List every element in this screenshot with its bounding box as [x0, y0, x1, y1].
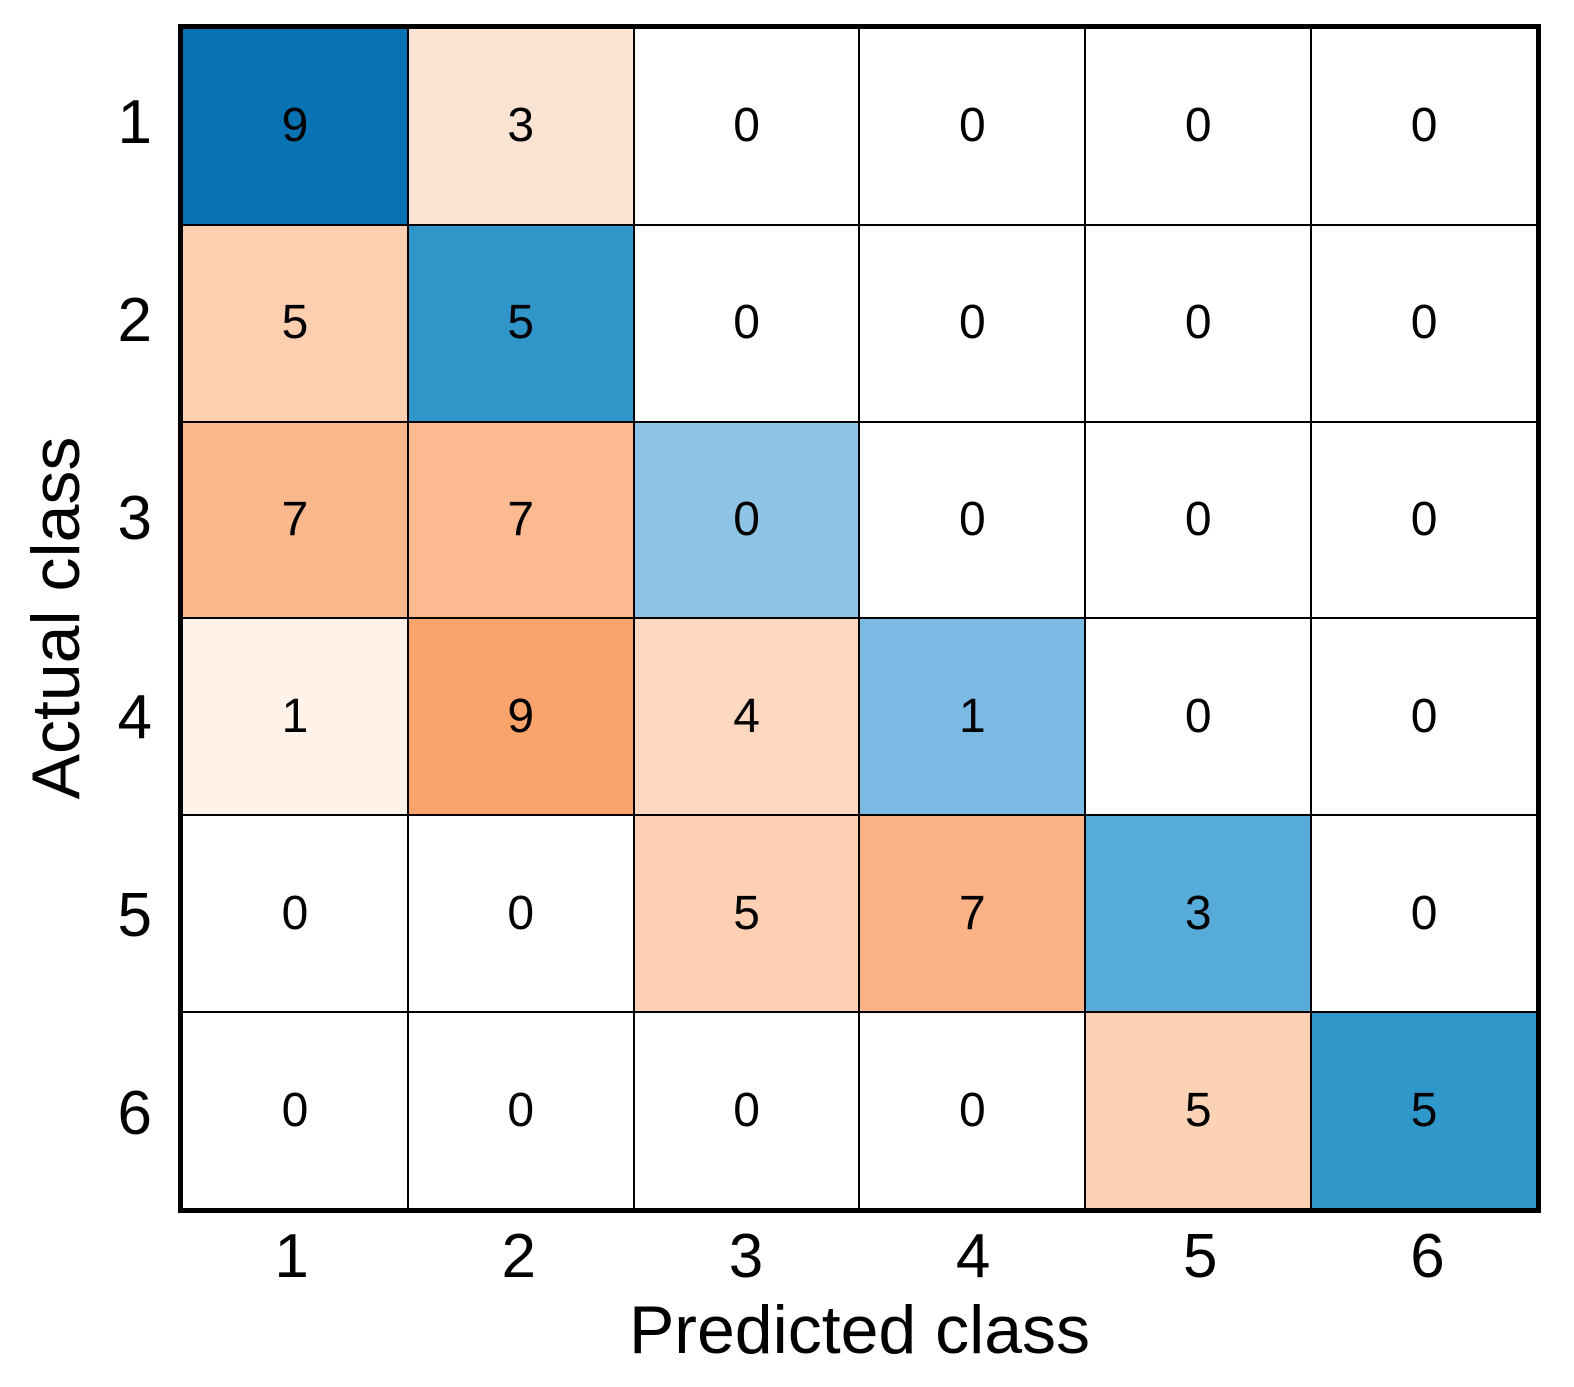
y-tick-label: 1 [117, 88, 152, 158]
matrix-cell: 0 [408, 1013, 633, 1208]
matrix-cell: 5 [1312, 1013, 1536, 1208]
matrix-cell: 0 [634, 422, 859, 618]
matrix-cell: 5 [634, 816, 859, 1012]
matrix-cell: 0 [1312, 619, 1536, 815]
matrix-cell: 3 [1086, 816, 1311, 1012]
y-tick-label: 6 [117, 1078, 152, 1148]
y-tick-label: 3 [117, 484, 152, 554]
matrix-cell: 0 [860, 422, 1085, 618]
matrix-cell: 7 [860, 816, 1085, 1012]
matrix-cell: 0 [1086, 225, 1311, 421]
matrix-cell: 9 [408, 619, 633, 815]
matrix-cell: 0 [860, 29, 1085, 224]
matrix-cell: 1 [183, 619, 407, 815]
matrix-cell: 9 [183, 29, 407, 224]
x-tick-label: 5 [1183, 1222, 1218, 1291]
matrix-cell: 0 [1312, 422, 1536, 618]
matrix-cell: 7 [408, 422, 633, 618]
y-axis-tick-labels: 1 2 3 4 5 6 [0, 24, 152, 1213]
matrix-cell: 0 [183, 1013, 407, 1208]
matrix-cell: 0 [1312, 816, 1536, 1012]
matrix-cell: 0 [860, 225, 1085, 421]
matrix-cell: 5 [1086, 1013, 1311, 1208]
y-tick-label: 5 [117, 880, 152, 950]
x-axis-title: Predicted class [628, 1292, 1091, 1368]
matrix-cell: 7 [183, 422, 407, 618]
matrix-cell: 5 [408, 225, 633, 421]
matrix-cell: 0 [634, 29, 859, 224]
matrix-cell: 4 [634, 619, 859, 815]
matrix-cell: 0 [1086, 422, 1311, 618]
matrix-cell: 1 [860, 619, 1085, 815]
x-tick-label: 4 [955, 1222, 991, 1291]
matrix-cell: 0 [1312, 225, 1536, 421]
x-tick-label: 2 [501, 1222, 536, 1291]
matrix-cell: 0 [634, 1013, 859, 1208]
matrix-cell: 0 [408, 816, 633, 1012]
matrix-cell: 3 [408, 29, 633, 224]
x-tick-label: 3 [728, 1222, 764, 1291]
matrix-cell: 0 [183, 816, 407, 1012]
x-tick-label: 1 [274, 1222, 309, 1291]
matrix-cell: 5 [183, 225, 407, 421]
x-tick-label: 6 [1410, 1222, 1445, 1291]
matrix-cell: 0 [1312, 29, 1536, 224]
y-tick-label: 2 [117, 286, 152, 356]
y-tick-label: 4 [117, 682, 152, 752]
matrix-cell: 0 [1086, 619, 1311, 815]
matrix-cell: 0 [1086, 29, 1311, 224]
matrix-cell: 0 [860, 1013, 1085, 1208]
matrix-cell: 0 [634, 225, 859, 421]
